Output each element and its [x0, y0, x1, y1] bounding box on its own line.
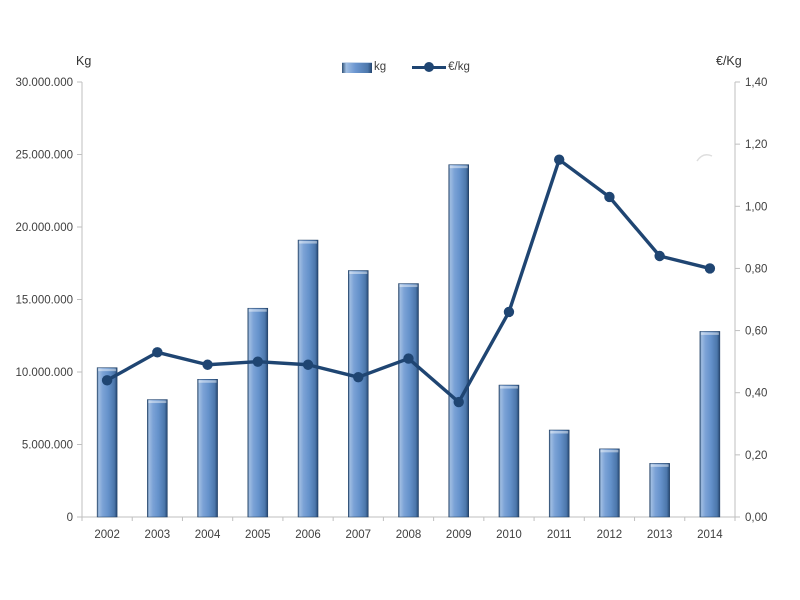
- bar-2012: [599, 448, 620, 518]
- x-axis-label-2006: 2006: [295, 529, 321, 541]
- legend: kg €/kg: [342, 61, 470, 73]
- bar-2005: [247, 307, 269, 518]
- bar-2011: [548, 429, 570, 518]
- y-axis-right-tick-label: 1,00: [745, 201, 767, 213]
- bar-top-highlight: [248, 309, 267, 312]
- bar-top-highlight: [299, 241, 318, 244]
- y-axis-right-tick-label: 1,20: [745, 139, 767, 151]
- y-axis-left-tick-label: 5.000.000: [22, 440, 73, 452]
- y-axis-left-tick-label: 30.000.000: [15, 77, 73, 89]
- x-axis-label-2003: 2003: [145, 529, 171, 541]
- price-marker-2004: [202, 359, 213, 370]
- y-axis-left-tick-label: 15.000.000: [15, 295, 73, 307]
- price-marker-2006: [302, 359, 314, 370]
- x-axis-label-2009: 2009: [446, 529, 472, 541]
- y-axis-left-tick-label: 20.000.000: [15, 222, 73, 234]
- bar-2002: [96, 367, 118, 518]
- legend-item-kg: kg: [342, 61, 386, 73]
- bar-top-highlight: [198, 380, 217, 383]
- bar-2010: [498, 384, 520, 518]
- price-marker-2009: [453, 396, 464, 408]
- y-axis-right-tick-label: 0,00: [745, 512, 767, 524]
- price-marker-2014: [704, 263, 716, 274]
- x-axis-label-2012: 2012: [597, 529, 623, 541]
- x-axis-label-2007: 2007: [345, 529, 371, 541]
- legend-bar-swatch-icon: [342, 61, 372, 73]
- bar-top-highlight: [600, 449, 619, 453]
- legend-label-eur-kg: €/kg: [448, 61, 470, 73]
- bar-top-highlight: [449, 165, 468, 169]
- bar-top-highlight: [98, 368, 117, 372]
- price-marker-2003: [152, 347, 163, 358]
- right-axis-title: €/Kg: [716, 54, 742, 68]
- bar-2008: [398, 283, 419, 518]
- bar-top-highlight: [148, 400, 167, 404]
- bar-top-highlight: [499, 386, 518, 389]
- legend-item-eur-kg: €/kg: [412, 61, 470, 73]
- price-marker-2013: [654, 250, 665, 262]
- y-axis-right-tick-label: 1,40: [745, 77, 767, 89]
- x-axis-label-2005: 2005: [245, 529, 271, 541]
- x-axis-label-2011: 2011: [547, 529, 572, 541]
- y-axis-left-tick-label: 10.000.000: [15, 367, 73, 379]
- y-axis-right-tick-label: 0,60: [745, 326, 767, 338]
- bar-top-highlight: [349, 271, 368, 274]
- bar-2003: [147, 399, 168, 518]
- price-marker-2010: [503, 306, 515, 318]
- bar-2009: [448, 164, 469, 518]
- bar-2006: [297, 239, 319, 518]
- price-marker-2007: [353, 371, 364, 383]
- bar-top-highlight: [650, 464, 669, 467]
- x-axis-label-2014: 2014: [697, 529, 723, 541]
- price-marker-2002: [101, 375, 113, 386]
- price-marker-2005: [252, 356, 264, 367]
- legend-label-kg: kg: [374, 61, 387, 73]
- x-axis-label-2010: 2010: [496, 529, 522, 541]
- bar-2014: [699, 331, 721, 518]
- legend-line-swatch-icon: [412, 62, 447, 72]
- x-axis-label-2004: 2004: [195, 529, 221, 541]
- x-axis-label-2002: 2002: [94, 529, 120, 541]
- y-axis-left-tick-label: 25.000.000: [15, 150, 73, 162]
- x-axis-label-2008: 2008: [396, 529, 422, 541]
- bar-top-highlight: [700, 332, 719, 335]
- bar-2013: [649, 463, 670, 518]
- y-axis-right-tick-label: 0,40: [745, 388, 767, 400]
- price-marker-2008: [403, 353, 414, 364]
- x-axis-label-2013: 2013: [647, 529, 673, 541]
- price-marker-2011: [553, 154, 565, 165]
- y-axis-right-tick-label: 0,20: [745, 450, 767, 462]
- left-axis-title: Kg: [76, 54, 92, 68]
- bar-2007: [348, 270, 369, 518]
- bar-top-highlight: [399, 284, 418, 288]
- bar-top-highlight: [550, 431, 569, 434]
- y-axis-left-tick-label: 0: [67, 512, 73, 524]
- smudge-artifact: [696, 154, 713, 162]
- price-marker-2012: [604, 191, 615, 203]
- y-axis-right-tick-label: 0,80: [745, 263, 767, 275]
- bar-2004: [197, 379, 218, 518]
